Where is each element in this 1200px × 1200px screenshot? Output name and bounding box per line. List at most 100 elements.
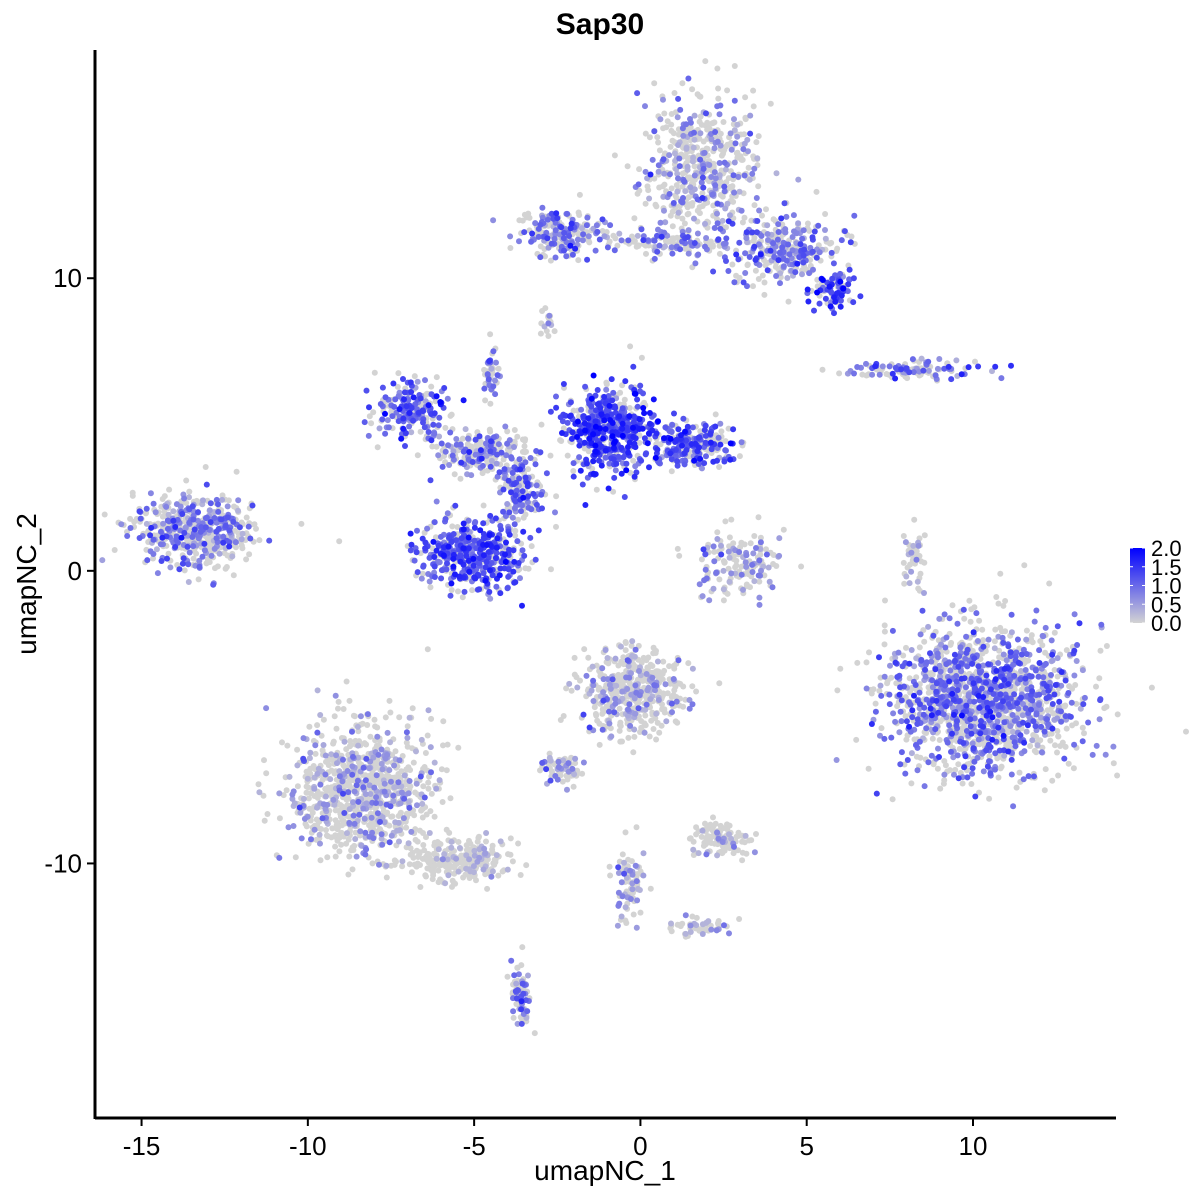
- cell-point: [627, 343, 634, 350]
- cell-point: [588, 687, 595, 694]
- cell-point: [906, 580, 913, 587]
- cell-point: [717, 130, 724, 137]
- cell-point: [863, 659, 870, 666]
- cell-point: [610, 488, 617, 495]
- cell-point: [716, 680, 723, 687]
- cell-point: [303, 823, 310, 830]
- cell-point: [343, 840, 350, 847]
- cell-point: [341, 738, 348, 745]
- cell-point: [759, 212, 765, 219]
- cell-point: [650, 644, 657, 651]
- cell-point: [995, 774, 1002, 781]
- cell-point: [1046, 580, 1053, 587]
- cell-point: [602, 647, 609, 653]
- cell-point: [636, 439, 643, 446]
- cell-point: [264, 811, 271, 817]
- cell-point: [959, 725, 966, 732]
- cell-point: [697, 113, 704, 120]
- cell-point: [698, 556, 705, 563]
- cell-point: [925, 367, 932, 374]
- cell-point: [628, 858, 635, 865]
- cell-point: [1110, 743, 1117, 750]
- cell-point: [642, 200, 649, 207]
- cell-point: [276, 790, 283, 797]
- cell-point: [346, 697, 353, 704]
- cell-point: [368, 420, 375, 427]
- cell-point: [751, 849, 758, 856]
- cell-point: [320, 801, 327, 808]
- cell-point: [401, 772, 408, 779]
- cell-point: [741, 214, 748, 221]
- cell-point: [937, 785, 944, 792]
- cell-point: [750, 283, 756, 290]
- cell-point: [294, 746, 301, 753]
- cell-point: [407, 783, 414, 790]
- cell-point: [682, 245, 689, 252]
- cell-point: [1079, 724, 1086, 731]
- cell-point: [474, 838, 481, 845]
- cell-point: [731, 159, 738, 166]
- cell-point: [448, 838, 455, 845]
- cell-point: [394, 827, 400, 834]
- cell-point: [1028, 636, 1034, 643]
- cell-point: [297, 809, 304, 816]
- cell-point: [576, 191, 583, 198]
- cell-point: [972, 358, 978, 365]
- cell-point: [1057, 743, 1064, 749]
- cell-point: [993, 594, 1000, 600]
- cell-point: [936, 737, 943, 743]
- cell-point: [641, 399, 648, 406]
- cell-point: [634, 897, 641, 904]
- cell-point: [301, 815, 308, 822]
- cell-point: [908, 780, 915, 787]
- cell-point: [736, 916, 743, 922]
- cell-point: [720, 597, 727, 604]
- cell-point: [726, 831, 732, 838]
- cell-point: [343, 746, 350, 753]
- cell-point: [822, 227, 828, 233]
- chart-title: Sap30: [555, 8, 645, 41]
- cell-point: [551, 328, 558, 335]
- cell-point: [392, 748, 399, 755]
- cell-point: [428, 383, 435, 390]
- cell-point: [418, 736, 425, 743]
- cell-point: [190, 555, 197, 562]
- cell-point: [900, 652, 907, 659]
- cell-point: [453, 436, 460, 442]
- cell-point: [366, 765, 373, 772]
- cell-point: [648, 717, 655, 724]
- cell-point: [668, 928, 675, 935]
- cell-point: [693, 831, 700, 838]
- cell-point: [728, 516, 735, 523]
- cell-point: [904, 564, 911, 571]
- cell-point: [997, 570, 1004, 577]
- cell-point: [971, 604, 978, 611]
- cell-point: [575, 257, 582, 264]
- cell-point: [680, 132, 687, 139]
- cell-point: [617, 643, 624, 650]
- cell-point: [414, 452, 421, 459]
- cell-point: [374, 724, 381, 731]
- cell-point: [411, 373, 418, 380]
- cell-point: [433, 443, 440, 450]
- cell-point: [925, 684, 932, 691]
- cell-point: [711, 548, 718, 555]
- cell-point: [974, 638, 981, 644]
- cell-point: [580, 759, 587, 766]
- cell-point: [934, 765, 941, 772]
- cell-point: [517, 872, 524, 878]
- cell-point: [303, 768, 310, 775]
- cell-point: [427, 584, 434, 591]
- cell-point: [756, 578, 763, 585]
- cell-point: [955, 761, 962, 768]
- cell-point: [111, 547, 118, 553]
- cell-point: [716, 576, 723, 583]
- cell-point: [700, 842, 707, 849]
- cell-point: [476, 854, 483, 861]
- cell-point: [395, 819, 402, 826]
- cell-point: [902, 539, 909, 546]
- cell-point: [947, 641, 954, 648]
- cell-point: [436, 777, 443, 784]
- cell-point: [467, 868, 474, 875]
- cell-point: [314, 722, 321, 729]
